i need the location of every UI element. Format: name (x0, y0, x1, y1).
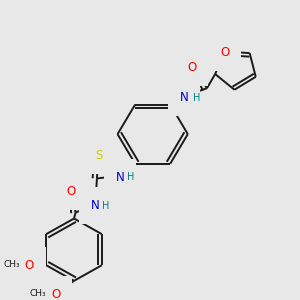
Text: N: N (180, 91, 188, 104)
Text: CH₃: CH₃ (30, 289, 46, 298)
Text: H: H (193, 93, 200, 103)
Text: H: H (127, 172, 134, 182)
Text: O: O (51, 288, 60, 300)
Text: O: O (25, 259, 34, 272)
Text: O: O (66, 185, 76, 198)
Text: N: N (116, 170, 124, 184)
Text: S: S (95, 149, 102, 162)
Text: O: O (187, 61, 196, 74)
Text: N: N (91, 199, 100, 212)
Text: H: H (102, 201, 110, 211)
Text: CH₃: CH₃ (4, 260, 20, 269)
Text: O: O (220, 46, 229, 59)
